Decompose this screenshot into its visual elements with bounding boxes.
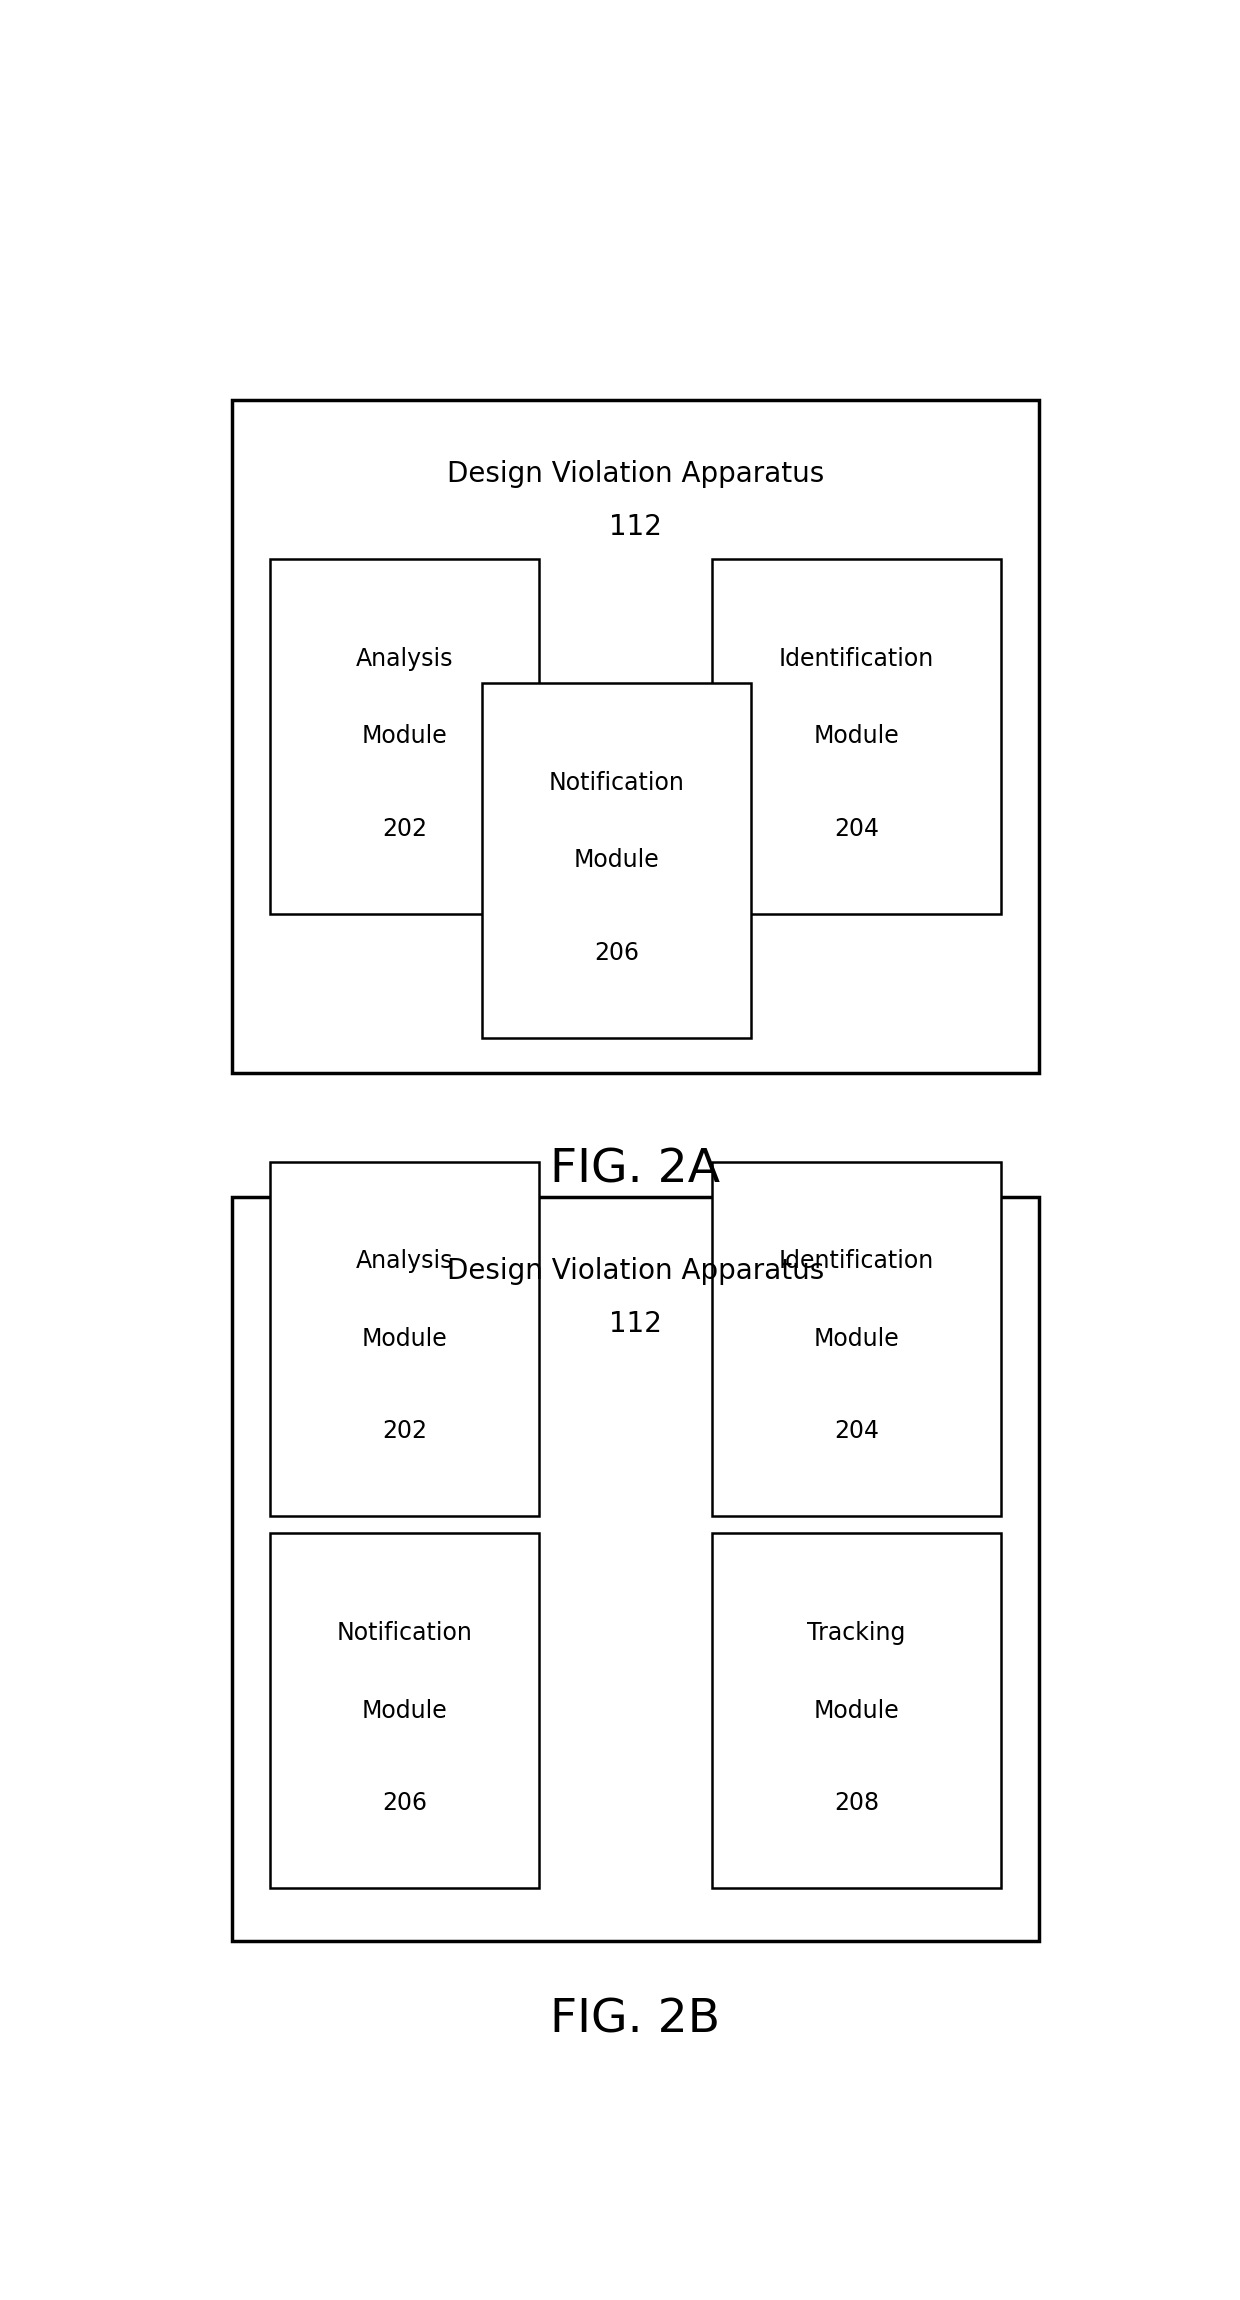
FancyBboxPatch shape [712, 559, 1001, 913]
FancyBboxPatch shape [270, 559, 539, 913]
Text: 206: 206 [594, 941, 639, 964]
Text: 202: 202 [382, 816, 428, 840]
Text: 208: 208 [835, 1792, 879, 1815]
Text: Module: Module [573, 849, 660, 872]
Text: Identification: Identification [779, 1249, 934, 1272]
Text: Analysis: Analysis [356, 1249, 454, 1272]
Text: Module: Module [813, 724, 899, 748]
FancyBboxPatch shape [232, 1196, 1039, 1941]
FancyBboxPatch shape [270, 1162, 539, 1516]
Text: Module: Module [813, 1697, 899, 1723]
Text: Analysis: Analysis [356, 646, 454, 672]
FancyBboxPatch shape [481, 683, 751, 1037]
Text: Notification: Notification [337, 1622, 472, 1644]
FancyBboxPatch shape [270, 1534, 539, 1888]
Text: 204: 204 [835, 1419, 879, 1442]
Text: Module: Module [362, 1697, 448, 1723]
Text: Module: Module [813, 1327, 899, 1350]
FancyBboxPatch shape [712, 1162, 1001, 1516]
Text: 112: 112 [609, 513, 662, 540]
FancyBboxPatch shape [712, 1534, 1001, 1888]
Text: 112: 112 [609, 1311, 662, 1339]
Text: 202: 202 [382, 1419, 428, 1442]
Text: Identification: Identification [779, 646, 934, 672]
Text: 206: 206 [382, 1792, 428, 1815]
Text: Notification: Notification [548, 770, 684, 793]
Text: 204: 204 [835, 816, 879, 840]
FancyBboxPatch shape [232, 400, 1039, 1072]
Text: FIG. 2B: FIG. 2B [551, 1999, 720, 2042]
Text: Module: Module [362, 724, 448, 748]
Text: Tracking: Tracking [807, 1622, 905, 1644]
Text: Module: Module [362, 1327, 448, 1350]
Text: Design Violation Apparatus: Design Violation Apparatus [446, 460, 825, 488]
Text: Design Violation Apparatus: Design Violation Apparatus [446, 1258, 825, 1286]
Text: FIG. 2A: FIG. 2A [551, 1148, 720, 1194]
